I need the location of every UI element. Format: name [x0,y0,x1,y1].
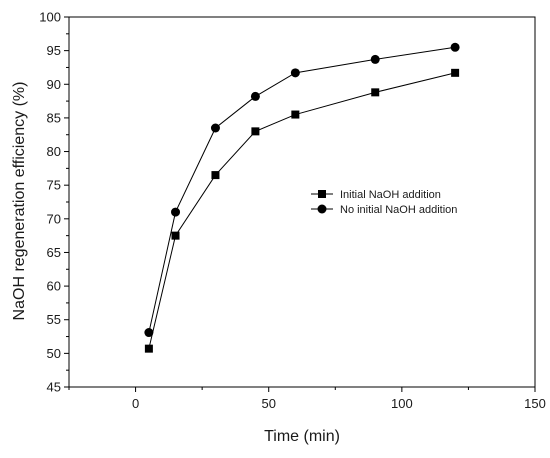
axes: 45 50 55 60 65 70 75 80 85 90 95 100 0 50 100 150 [39,10,546,412]
data-point [450,42,460,52]
y-tick-label: 100 [39,10,61,25]
data-point [451,68,460,77]
data-point [291,110,300,119]
y-tick-label: 65 [47,245,61,260]
y-tick-label: 95 [47,43,61,58]
data-point [370,54,380,64]
y-axis-title: NaOH regeneration efficiency (%) [11,82,28,321]
series-circle [144,42,460,338]
data-point [290,68,300,78]
series-layer [144,42,460,353]
x-tick-label: 0 [132,396,139,411]
legend-item: Initial NaOH addition [311,189,441,201]
legend-marker [318,190,326,198]
series-square [144,68,460,353]
y-tick-label: 75 [47,178,61,193]
y-tick-label: 80 [47,144,61,159]
y-tick-label: 85 [47,110,61,125]
legend-label: Initial NaOH addition [340,189,441,201]
x-tick-label: 100 [391,396,413,411]
y-tick-label: 60 [47,279,61,294]
data-point [144,344,153,353]
y-tick-label: 55 [47,312,61,327]
legend-item: No initial NaOH addition [311,204,457,216]
data-point [371,88,380,97]
data-point [251,127,260,136]
y-tick-label: 70 [47,211,61,226]
data-point [211,171,220,180]
data-point [171,207,181,217]
y-tick-label: 90 [47,77,61,92]
data-point [144,328,154,338]
x-tick-label: 150 [524,396,546,411]
legend-label: No initial NaOH addition [340,204,457,216]
y-tick-label: 45 [47,380,61,395]
legend: Initial NaOH addition No initial NaOH add… [311,189,457,216]
data-point [210,123,220,133]
x-tick-label: 50 [261,396,275,411]
data-point [171,231,180,240]
data-point [250,91,260,101]
y-tick-label: 50 [47,346,61,361]
plot-frame [68,16,536,388]
x-axis-title: Time (min) [264,428,340,445]
legend-marker [317,204,327,214]
